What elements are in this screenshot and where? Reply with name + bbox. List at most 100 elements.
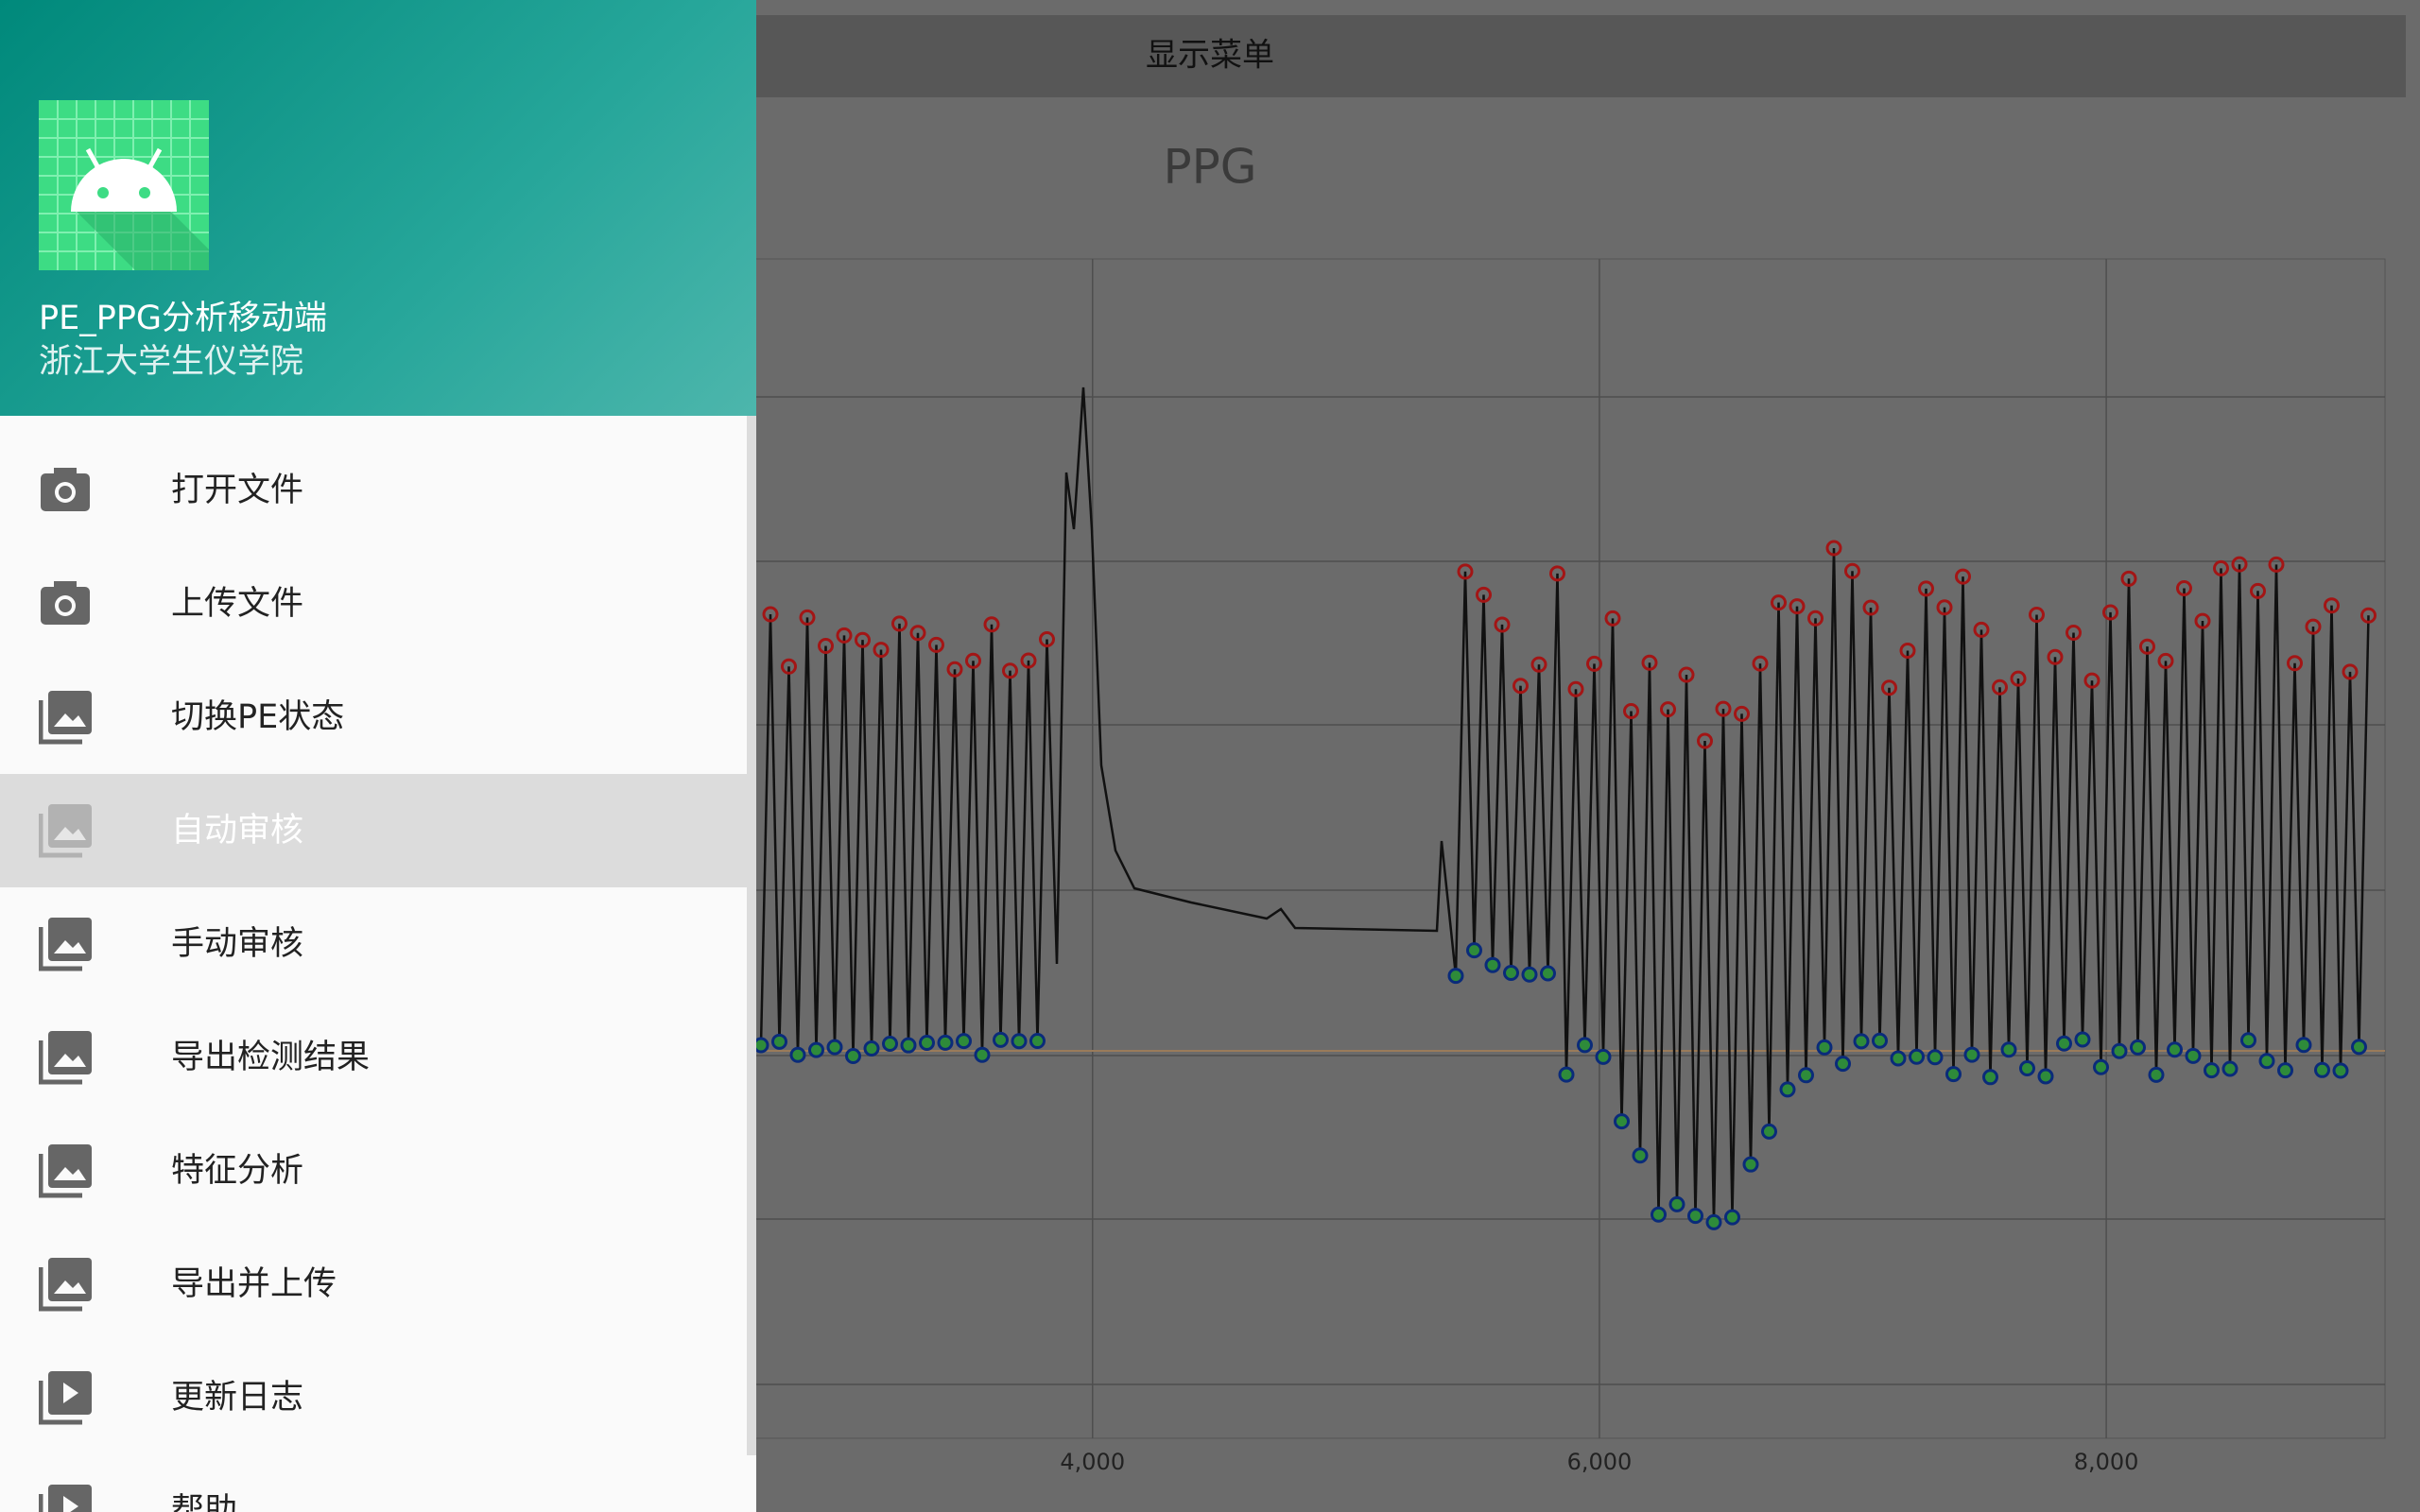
peak-marker: [855, 631, 871, 648]
trough-marker: [2148, 1066, 2165, 1083]
trough-marker: [752, 1037, 769, 1054]
trough-marker: [2332, 1062, 2349, 1079]
menu-label[interactable]: 自动审核: [171, 812, 304, 850]
x-tick-label: 8,000: [2074, 1449, 2139, 1475]
peak-marker: [2287, 655, 2303, 672]
trough-marker: [826, 1039, 843, 1056]
peak-marker: [2083, 672, 2100, 689]
trough-marker: [1927, 1049, 1944, 1066]
menu-item[interactable]: 导出检测结果: [0, 1001, 747, 1114]
trough-marker: [2093, 1058, 2109, 1075]
trough-marker: [1816, 1039, 1833, 1056]
peak-marker: [2213, 559, 2229, 576]
peak-marker: [1660, 701, 1676, 718]
trough-marker: [1558, 1066, 1575, 1083]
peak-marker: [1715, 700, 1732, 717]
trough-marker: [808, 1041, 824, 1058]
trough-marker: [1945, 1066, 1962, 1083]
menu-label[interactable]: 切换PE状态: [171, 698, 345, 736]
menu-item[interactable]: 上传文件: [0, 547, 747, 661]
menu-item[interactable]: 特征分析: [0, 1114, 747, 1228]
peak-marker: [762, 606, 779, 623]
peak-marker: [1586, 655, 1602, 672]
trough-marker: [1521, 966, 1538, 983]
trough-marker: [1779, 1081, 1796, 1098]
trough-marker: [2130, 1039, 2146, 1056]
trough-marker: [2277, 1062, 2293, 1079]
trough-marker: [1668, 1195, 1685, 1212]
peak-marker: [2102, 604, 2118, 621]
menu-label[interactable]: 打开文件: [171, 472, 304, 509]
menu-item[interactable]: 帮助: [0, 1454, 747, 1512]
chart-title: PPG: [1163, 140, 1256, 195]
trough-marker: [1011, 1033, 1028, 1050]
trough-marker: [1963, 1046, 1980, 1063]
navigation-drawer: PE_PPG分析移动端 浙江大学生仪学院 打开文件上传文件切换PE状态 自动审核手…: [0, 0, 756, 1512]
peak-marker: [2139, 638, 2155, 655]
trough-marker: [1595, 1048, 1612, 1065]
trough-marker: [1577, 1037, 1593, 1054]
menu-label[interactable]: 导出并上传: [171, 1265, 337, 1303]
menu-button-label[interactable]: 显示菜单: [1146, 37, 1274, 75]
peak-marker: [1752, 655, 1769, 672]
peak-marker: [2029, 607, 2045, 624]
peak-marker: [1457, 563, 1474, 580]
peak-marker: [781, 658, 797, 675]
peak-marker: [1881, 679, 1897, 696]
peak-marker: [1512, 678, 1529, 695]
peak-marker: [2157, 652, 2174, 669]
menu-item[interactable]: 打开文件: [0, 434, 747, 547]
trough-marker: [1687, 1208, 1703, 1225]
menu-item[interactable]: 更新日志: [0, 1341, 747, 1454]
trough-marker: [937, 1034, 954, 1051]
peak-marker: [2324, 597, 2340, 614]
peak-marker: [928, 636, 944, 653]
peak-marker: [2066, 624, 2082, 641]
menu-icon: [39, 1258, 92, 1312]
trough-marker: [1614, 1113, 1630, 1130]
trough-marker: [2074, 1031, 2091, 1048]
drawer-subtitle: 浙江大学生仪学院: [39, 343, 304, 381]
menu-icon: [39, 691, 92, 745]
peak-marker: [1992, 679, 2008, 696]
menu-label[interactable]: 手动审核: [171, 925, 304, 963]
menu-item[interactable]: 切换PE状态: [0, 661, 747, 774]
peak-marker: [1494, 616, 1511, 633]
plot-area: [661, 258, 2386, 1439]
peak-marker: [1476, 586, 1492, 603]
trough-marker: [2314, 1061, 2330, 1078]
menu-label[interactable]: 导出检测结果: [171, 1039, 371, 1076]
chart: 4,000 6,000 8,000: [661, 258, 2386, 1475]
menu-label[interactable]: 特征分析: [171, 1152, 304, 1190]
peak-marker: [965, 652, 981, 669]
menu-label[interactable]: 帮助: [171, 1492, 238, 1512]
peak-marker: [1973, 621, 1990, 638]
peak-marker: [1678, 666, 1695, 683]
menu-item[interactable]: 自动审核: [0, 774, 747, 887]
menu-item[interactable]: 手动审核: [0, 887, 747, 1001]
menu-icon: [39, 1031, 92, 1085]
trough-marker: [1761, 1123, 1777, 1140]
peak-marker: [1918, 580, 1934, 597]
peak-marker: [1020, 652, 1037, 669]
peak-marker: [2047, 648, 2064, 665]
trough-marker: [1890, 1050, 1907, 1067]
drawer-title: PE_PPG分析移动端: [39, 300, 328, 337]
trough-marker: [974, 1046, 991, 1063]
trough-marker: [1705, 1213, 1722, 1230]
peak-marker: [1789, 598, 1806, 615]
trough-marker: [1909, 1048, 1925, 1065]
drawer-header: PE_PPG分析移动端 浙江大学生仪学院: [0, 0, 756, 416]
menu-item[interactable]: 导出并上传: [0, 1228, 747, 1341]
trough-marker: [1503, 964, 1519, 981]
trough-marker: [1798, 1067, 1814, 1084]
menu-label[interactable]: 上传文件: [171, 585, 304, 623]
trough-marker: [1447, 968, 1464, 985]
peak-marker: [2010, 670, 2027, 687]
menu-icon: [41, 468, 90, 511]
menu-label[interactable]: 更新日志: [171, 1379, 304, 1417]
trough-marker: [2167, 1041, 2183, 1058]
peak-marker: [1697, 732, 1713, 749]
peak-marker: [2305, 618, 2322, 635]
trough-marker: [2037, 1068, 2054, 1085]
